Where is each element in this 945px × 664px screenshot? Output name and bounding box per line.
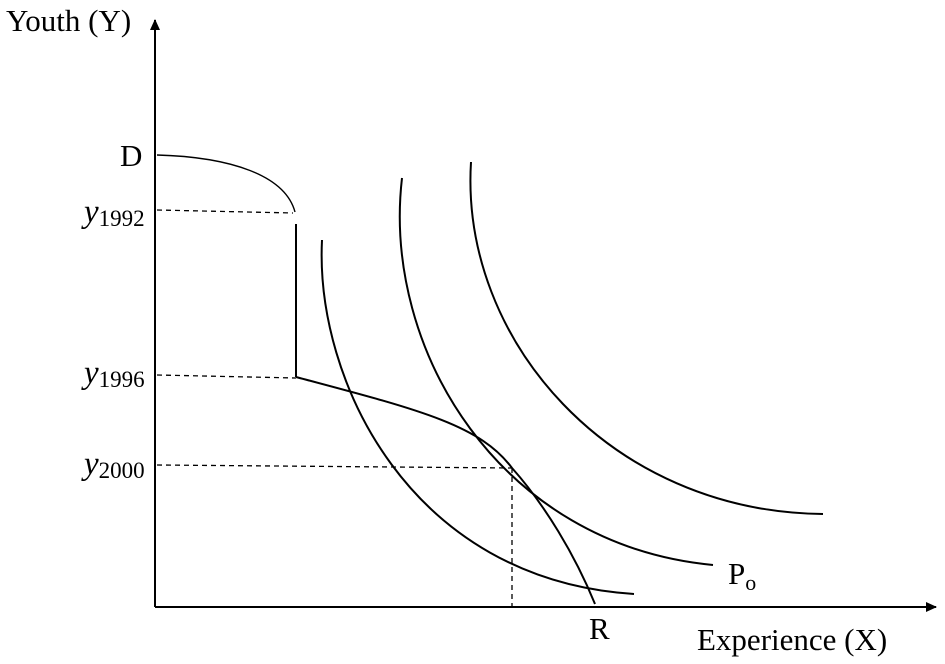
tick-y1996: y1996 xyxy=(81,355,145,392)
tick-y1992-main: y xyxy=(81,194,99,230)
frontier-lower-curve xyxy=(295,376,596,605)
y-axis-title: Youth (Y) xyxy=(6,3,131,38)
dash-y1992 xyxy=(156,209,294,214)
label-Po: Po xyxy=(728,556,756,595)
x-axis-title: Experience (X) xyxy=(697,622,887,657)
tick-y1992: y1992 xyxy=(81,194,145,231)
indifference-curve-high xyxy=(469,161,824,515)
tick-y1992-sub: 1992 xyxy=(99,206,145,231)
tick-y2000-main: y xyxy=(81,446,99,482)
label-P: P xyxy=(728,556,745,591)
indifference-curve-po xyxy=(398,177,714,566)
frontier-upper-arc xyxy=(156,154,296,213)
dash-y1996 xyxy=(156,374,297,379)
indifference-curve-low xyxy=(320,239,635,595)
label-P-sub: o xyxy=(745,570,756,595)
label-R: R xyxy=(589,611,610,646)
tick-y1996-sub: 1996 xyxy=(99,367,145,392)
tick-y1996-main: y xyxy=(81,355,99,391)
tick-y2000-sub: 2000 xyxy=(99,458,145,483)
label-D: D xyxy=(120,138,142,173)
tick-y2000: y2000 xyxy=(81,446,145,483)
dash-y2000 xyxy=(156,464,513,469)
